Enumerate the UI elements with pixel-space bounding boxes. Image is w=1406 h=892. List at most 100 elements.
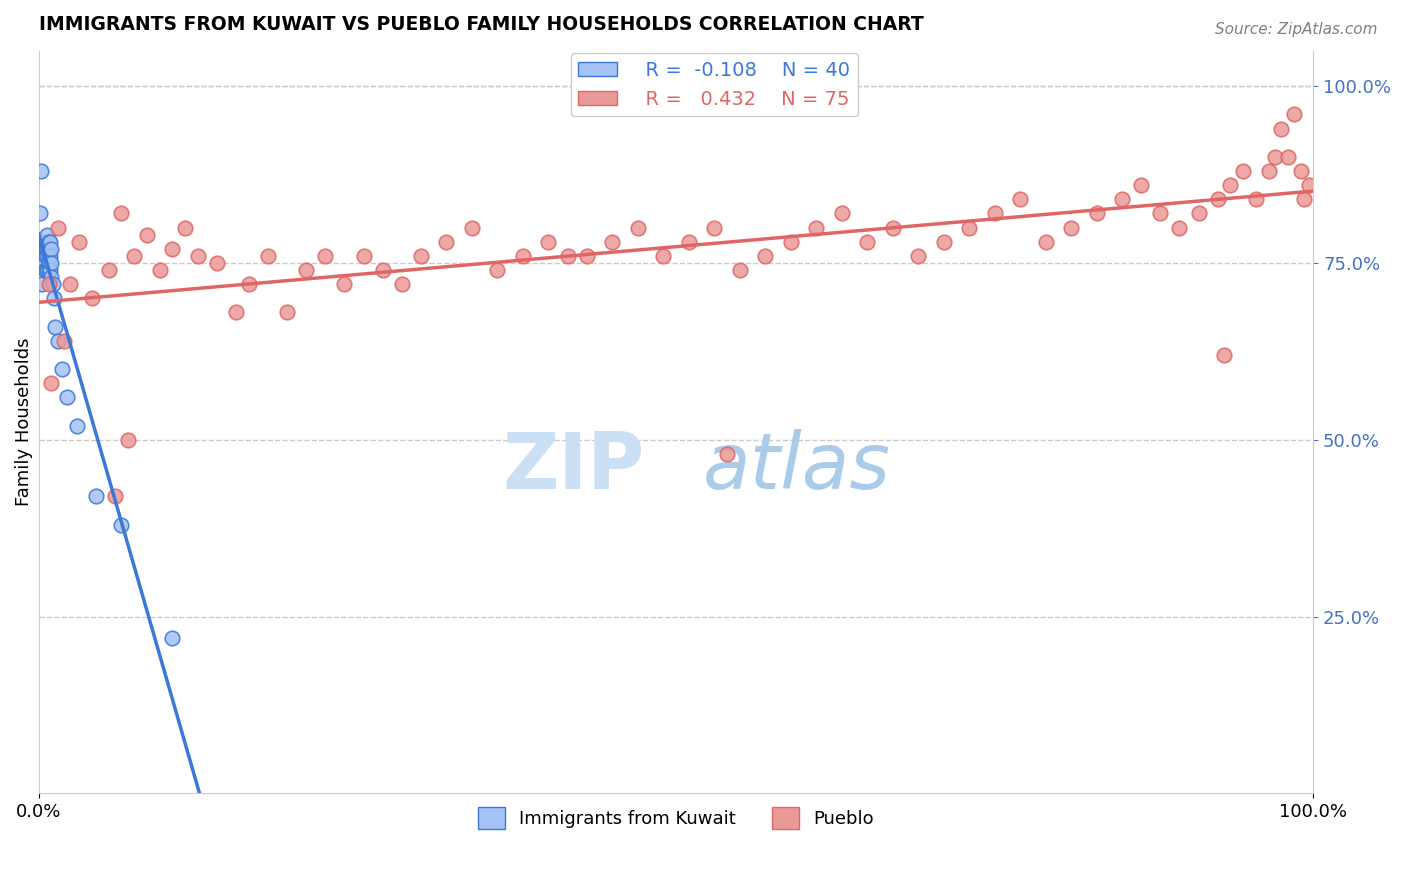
Point: [53, 334, 76, 348]
Point: [187, 249, 209, 263]
Point: [35, 242, 58, 256]
Point: [31, 277, 53, 292]
Point: [1149, 206, 1171, 220]
Point: [162, 242, 184, 256]
Point: [1232, 164, 1254, 178]
Point: [779, 235, 801, 249]
Point: [97, 263, 120, 277]
Point: [39, 263, 62, 277]
Point: [35, 249, 58, 263]
Point: [575, 249, 598, 263]
Point: [1282, 107, 1305, 121]
Point: [276, 305, 298, 319]
Point: [652, 249, 675, 263]
Point: [907, 249, 929, 263]
Point: [1206, 192, 1229, 206]
Point: [238, 277, 260, 292]
Point: [46, 334, 69, 348]
Point: [110, 206, 132, 220]
Point: [37, 227, 59, 242]
Point: [1010, 192, 1032, 206]
Point: [31, 235, 53, 249]
Point: [84, 489, 107, 503]
Point: [1130, 178, 1153, 193]
Point: [39, 376, 62, 391]
Point: [35, 263, 58, 277]
Point: [174, 220, 197, 235]
Point: [1244, 192, 1267, 206]
Point: [537, 235, 560, 249]
Point: [728, 263, 751, 277]
Point: [44, 319, 66, 334]
Point: [110, 517, 132, 532]
Point: [600, 235, 623, 249]
Point: [353, 249, 375, 263]
Point: [957, 220, 980, 235]
Point: [983, 206, 1005, 220]
Point: [461, 220, 484, 235]
Point: [1168, 220, 1191, 235]
Point: [371, 263, 394, 277]
Point: [51, 362, 73, 376]
Point: [41, 277, 63, 292]
Text: atlas: atlas: [703, 429, 891, 505]
Point: [1294, 192, 1316, 206]
Point: [486, 263, 509, 277]
Point: [678, 235, 700, 249]
Point: [82, 291, 104, 305]
Point: [1213, 348, 1236, 362]
Point: [59, 277, 82, 292]
Point: [512, 249, 534, 263]
Point: [314, 249, 336, 263]
Point: [1187, 206, 1209, 220]
Point: [38, 249, 60, 263]
Point: [122, 249, 145, 263]
Point: [35, 235, 58, 249]
Point: [42, 291, 65, 305]
Point: [30, 164, 52, 178]
Point: [162, 631, 184, 645]
Point: [34, 242, 56, 256]
Point: [716, 447, 738, 461]
Point: [38, 256, 60, 270]
Point: [34, 263, 56, 277]
Text: Source: ZipAtlas.com: Source: ZipAtlas.com: [1215, 22, 1378, 37]
Point: [38, 277, 60, 292]
Point: [804, 220, 827, 235]
Point: [37, 249, 59, 263]
Legend: Immigrants from Kuwait, Pueblo: Immigrants from Kuwait, Pueblo: [471, 800, 882, 837]
Point: [31, 249, 53, 263]
Point: [754, 249, 776, 263]
Point: [557, 249, 579, 263]
Point: [39, 235, 62, 249]
Point: [39, 249, 62, 263]
Point: [104, 489, 127, 503]
Point: [1257, 164, 1279, 178]
Point: [1289, 164, 1312, 178]
Point: [409, 249, 432, 263]
Point: [391, 277, 413, 292]
Point: [117, 433, 139, 447]
Point: [1085, 206, 1108, 220]
Point: [38, 263, 60, 277]
Text: ZIP: ZIP: [503, 429, 645, 505]
Point: [38, 235, 60, 249]
Point: [882, 220, 904, 235]
Point: [1035, 235, 1057, 249]
Point: [38, 242, 60, 256]
Point: [333, 277, 356, 292]
Point: [1219, 178, 1241, 193]
Y-axis label: Family Households: Family Households: [15, 338, 32, 507]
Point: [1111, 192, 1133, 206]
Point: [831, 206, 853, 220]
Point: [225, 305, 247, 319]
Point: [55, 390, 77, 404]
Point: [257, 249, 280, 263]
Point: [1060, 220, 1083, 235]
Point: [135, 227, 157, 242]
Point: [436, 235, 458, 249]
Point: [856, 235, 879, 249]
Point: [627, 220, 650, 235]
Point: [37, 242, 59, 256]
Text: IMMIGRANTS FROM KUWAIT VS PUEBLO FAMILY HOUSEHOLDS CORRELATION CHART: IMMIGRANTS FROM KUWAIT VS PUEBLO FAMILY …: [38, 15, 924, 34]
